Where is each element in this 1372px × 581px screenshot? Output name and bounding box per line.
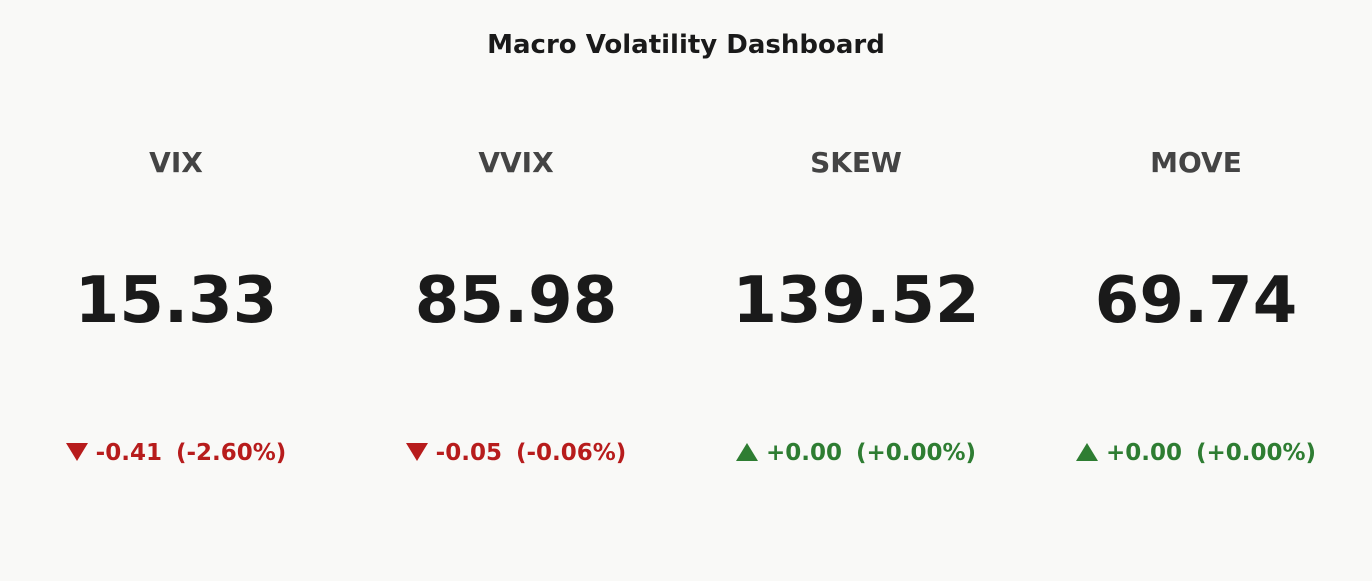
- down-arrow: [65, 443, 88, 461]
- delta-change: -0.05: [435, 440, 502, 466]
- delta-percent: (-2.60%): [175, 440, 287, 466]
- delta-percent: (+0.00%): [855, 440, 977, 466]
- up-arrow: [735, 443, 758, 461]
- indicator-value: 15.33: [74, 264, 278, 338]
- indicator-card: VVIX 85.98 -0.05 (-0.06%): [346, 0, 686, 581]
- delta-change: +0.00: [1105, 440, 1182, 466]
- arrow-shape: [735, 443, 758, 461]
- indicator-label: SKEW: [810, 146, 902, 179]
- delta-change: +0.00: [765, 440, 842, 466]
- arrow-shape: [65, 443, 88, 461]
- arrow-shape: [1075, 443, 1098, 461]
- indicator-card: MOVE 69.74 +0.00 (+0.00%): [1026, 0, 1366, 581]
- indicator-delta: -0.05 (-0.06%): [346, 440, 686, 466]
- delta-percent: (+0.00%): [1195, 440, 1317, 466]
- indicator-delta: +0.00 (+0.00%): [1026, 440, 1366, 466]
- indicator-value: 69.74: [1094, 264, 1298, 338]
- indicator-card: VIX 15.33 -0.41 (-2.60%): [6, 0, 346, 581]
- indicator-label: VVIX: [478, 146, 554, 179]
- indicator-delta: -0.41 (-2.60%): [6, 440, 346, 466]
- indicator-label: MOVE: [1150, 146, 1242, 179]
- indicator-card: SKEW 139.52 +0.00 (+0.00%): [686, 0, 1026, 581]
- down-arrow: [405, 443, 428, 461]
- indicator-label: VIX: [149, 146, 203, 179]
- arrow-shape: [405, 443, 428, 461]
- up-arrow: [1075, 443, 1098, 461]
- indicator-delta: +0.00 (+0.00%): [686, 440, 1026, 466]
- delta-change: -0.41: [95, 440, 162, 466]
- indicator-value: 139.52: [732, 264, 980, 338]
- indicator-value: 85.98: [414, 264, 618, 338]
- dashboard-title: Macro Volatility Dashboard: [487, 30, 885, 60]
- delta-percent: (-0.06%): [515, 440, 627, 466]
